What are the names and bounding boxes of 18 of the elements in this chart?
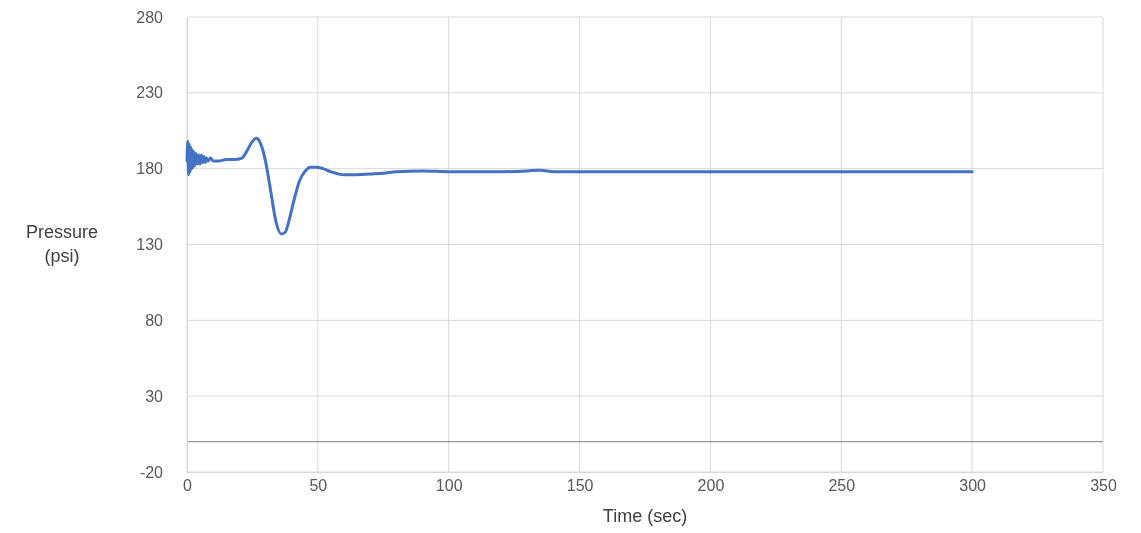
y-tick-label: 30 (145, 387, 164, 405)
x-tick-label: 150 (566, 477, 594, 495)
x-axis-title: Time (sec) (602, 506, 688, 526)
y-tick-label: 280 (136, 8, 164, 26)
y-tick-label: 80 (145, 311, 164, 329)
y-axis-title: Pressure (psi) (25, 222, 99, 266)
x-tick-label: 300 (959, 477, 987, 495)
x-tick-label: 250 (828, 477, 856, 495)
x-tick-label: 50 (309, 477, 328, 495)
x-tick-label: 200 (697, 477, 725, 495)
y-tick-label: -20 (139, 463, 164, 481)
x-tick-label: 350 (1090, 477, 1117, 495)
y-tick-label: 130 (136, 236, 164, 254)
line-series (185, 136, 974, 236)
y-tick-label: 230 (136, 84, 164, 102)
x-tick-label: 100 (435, 477, 463, 495)
x-tick-label: 0 (183, 477, 193, 495)
y-tick-label: 180 (136, 160, 164, 178)
